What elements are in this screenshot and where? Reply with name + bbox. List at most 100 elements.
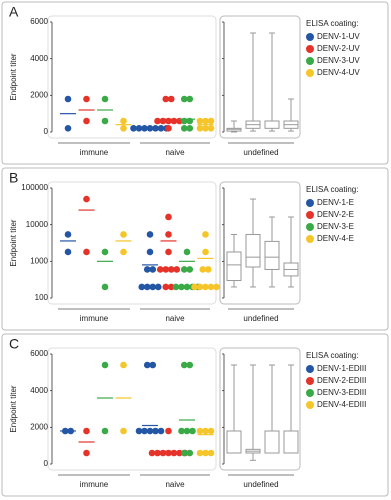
legend-label: DENV-4-E	[317, 234, 354, 243]
data-point	[186, 266, 194, 273]
data-point	[157, 427, 165, 435]
y-tick-label: 10000	[26, 220, 49, 229]
data-point	[143, 283, 151, 291]
data-point	[83, 449, 90, 457]
data-point	[146, 231, 154, 238]
y-tick-label: 0	[44, 127, 49, 136]
legend-title: ELISA coating:	[306, 185, 358, 194]
legend-marker	[306, 401, 314, 409]
data-point	[173, 266, 181, 273]
legend-title: ELISA coating:	[306, 351, 358, 360]
data-point	[207, 427, 215, 435]
panel-label: A	[9, 4, 19, 20]
data-point	[135, 125, 143, 132]
data-point	[83, 195, 90, 203]
data-point	[143, 361, 151, 369]
data-point	[83, 117, 90, 125]
data-point	[146, 427, 154, 435]
group-label: naive	[165, 314, 185, 323]
data-point	[172, 283, 180, 291]
data-point	[167, 95, 175, 103]
box	[226, 430, 242, 454]
data-point	[165, 427, 172, 435]
legend-marker	[306, 389, 314, 397]
data-point	[120, 361, 127, 369]
y-tick-label: 6000	[30, 17, 48, 26]
data-point	[135, 427, 143, 435]
legend-marker	[306, 199, 314, 207]
box-frame	[219, 181, 301, 305]
data-point	[101, 361, 109, 369]
data-point	[213, 283, 220, 291]
data-point	[202, 427, 209, 435]
y-axis-label: Endpoint titer	[9, 385, 18, 432]
data-point	[120, 231, 127, 238]
data-point	[146, 248, 154, 256]
legend-marker	[306, 57, 314, 65]
data-point	[83, 248, 90, 256]
data-point	[207, 125, 215, 132]
legend-marker	[306, 45, 314, 53]
legend-label: DENV-3-EDIII	[317, 388, 366, 397]
group-label: immune	[80, 148, 109, 157]
data-point	[196, 283, 204, 291]
data-point	[165, 248, 172, 256]
data-point	[202, 117, 209, 125]
data-point	[186, 361, 194, 369]
data-point	[202, 248, 209, 256]
plot-frame	[47, 347, 217, 471]
data-point	[191, 283, 198, 291]
panel-label: C	[9, 336, 19, 352]
legend-label: DENV-2-EDIII	[317, 376, 366, 385]
data-point	[176, 449, 183, 457]
panel-label: B	[9, 170, 18, 186]
legend-marker	[306, 69, 314, 77]
data-point	[101, 427, 109, 435]
data-point	[101, 248, 109, 256]
group-label: immune	[80, 480, 109, 489]
panel-frame	[1, 333, 389, 497]
data-point	[162, 95, 170, 103]
y-tick-label: 4000	[30, 386, 48, 395]
group-label: naive	[165, 148, 185, 157]
data-point	[202, 283, 209, 291]
data-point	[154, 117, 161, 125]
data-point	[101, 283, 109, 291]
data-point	[141, 427, 148, 435]
legend-marker	[306, 223, 314, 231]
box	[283, 430, 299, 454]
data-point	[165, 213, 172, 221]
panel-frame	[1, 1, 389, 165]
box	[264, 430, 280, 454]
y-axis-label: Endpoint titer	[9, 219, 18, 266]
y-tick-label: 4000	[30, 54, 48, 63]
data-point	[196, 117, 204, 125]
data-point	[180, 361, 188, 369]
data-point	[186, 449, 194, 457]
data-point	[156, 266, 164, 273]
legend-marker	[306, 235, 314, 243]
box-frame	[219, 347, 301, 471]
plot-frame	[47, 15, 217, 139]
data-point	[186, 125, 194, 132]
box	[264, 120, 280, 129]
y-tick-label: 2000	[30, 90, 48, 99]
data-point	[196, 125, 204, 132]
data-point	[101, 117, 109, 125]
data-point	[180, 125, 188, 132]
data-point	[183, 248, 191, 256]
box	[264, 240, 280, 270]
data-point	[64, 231, 72, 238]
data-point	[162, 283, 170, 291]
group-label: naive	[165, 480, 185, 489]
plot-frame	[47, 181, 217, 305]
data-point	[202, 449, 209, 457]
data-point	[138, 283, 146, 291]
data-point	[143, 266, 151, 273]
legend-label: DENV-2-E	[317, 210, 354, 219]
data-point	[207, 117, 215, 125]
group-label: undefined	[243, 480, 278, 489]
data-point	[202, 231, 209, 238]
group-label: immune	[80, 314, 109, 323]
data-point	[148, 449, 156, 457]
